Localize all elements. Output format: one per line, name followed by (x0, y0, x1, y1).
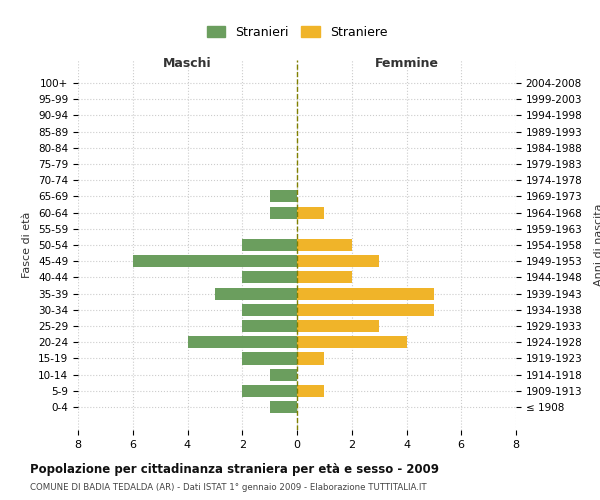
Bar (242, 272, 297, 283)
Bar (297, 352, 325, 364)
Bar (297, 320, 379, 332)
Bar (242, 385, 297, 397)
Y-axis label: Anni di nascita: Anni di nascita (593, 204, 600, 286)
Bar (297, 239, 352, 251)
Text: Maschi: Maschi (163, 57, 212, 70)
Bar (297, 288, 434, 300)
Bar (297, 304, 434, 316)
Bar (187, 336, 297, 348)
Bar (242, 352, 297, 364)
Bar (297, 255, 379, 268)
Text: Femmine: Femmine (374, 57, 439, 70)
Bar (297, 206, 325, 218)
Bar (133, 255, 297, 268)
Bar (269, 206, 297, 218)
Bar (297, 272, 352, 283)
Bar (297, 336, 407, 348)
Bar (269, 190, 297, 202)
Text: COMUNE DI BADIA TEDALDA (AR) - Dati ISTAT 1° gennaio 2009 - Elaborazione TUTTITA: COMUNE DI BADIA TEDALDA (AR) - Dati ISTA… (30, 482, 427, 492)
Legend: Stranieri, Straniere: Stranieri, Straniere (203, 22, 391, 42)
Bar (269, 368, 297, 381)
Bar (297, 385, 325, 397)
Bar (269, 401, 297, 413)
Y-axis label: Fasce di età: Fasce di età (22, 212, 32, 278)
Bar (242, 304, 297, 316)
Bar (242, 320, 297, 332)
Text: Popolazione per cittadinanza straniera per età e sesso - 2009: Popolazione per cittadinanza straniera p… (30, 462, 439, 475)
Bar (242, 239, 297, 251)
Bar (215, 288, 297, 300)
